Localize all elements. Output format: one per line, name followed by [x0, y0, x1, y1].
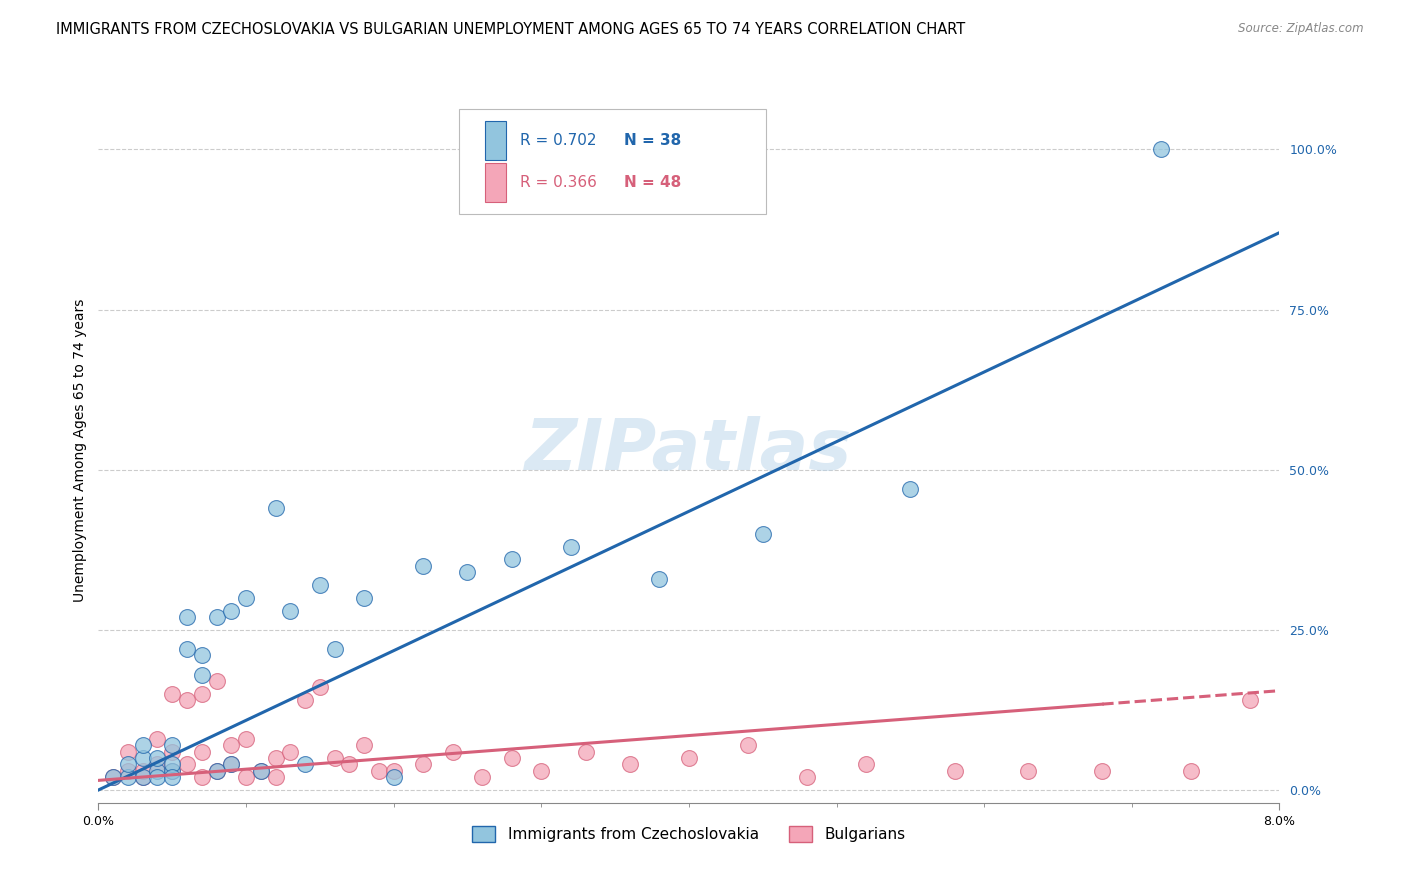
- Point: [221, 738, 243, 752]
- Point: [162, 764, 183, 778]
- Text: ZIPatlas: ZIPatlas: [526, 416, 852, 485]
- Text: Source: ZipAtlas.com: Source: ZipAtlas.com: [1239, 22, 1364, 36]
- Point: [353, 738, 375, 752]
- Point: [294, 693, 316, 707]
- Point: [1018, 764, 1040, 778]
- Point: [796, 770, 818, 784]
- Point: [280, 604, 302, 618]
- Point: [309, 681, 332, 695]
- Point: [501, 552, 523, 566]
- Point: [162, 757, 183, 772]
- Point: [323, 751, 346, 765]
- Point: [221, 757, 243, 772]
- Point: [132, 764, 155, 778]
- Point: [309, 578, 332, 592]
- Point: [146, 764, 169, 778]
- Point: [294, 757, 316, 772]
- Point: [132, 770, 155, 784]
- Point: [501, 751, 523, 765]
- Text: R = 0.702: R = 0.702: [520, 133, 596, 148]
- Point: [250, 764, 273, 778]
- Point: [943, 764, 966, 778]
- Point: [353, 591, 375, 605]
- Point: [191, 648, 214, 663]
- Point: [176, 693, 198, 707]
- Point: [191, 745, 214, 759]
- Point: [191, 687, 214, 701]
- Point: [382, 770, 405, 784]
- Point: [132, 738, 155, 752]
- FancyBboxPatch shape: [485, 121, 506, 160]
- Point: [264, 501, 287, 516]
- Point: [205, 764, 228, 778]
- Point: [235, 731, 257, 746]
- Point: [1150, 142, 1173, 156]
- Point: [619, 757, 641, 772]
- Point: [323, 642, 346, 657]
- Text: IMMIGRANTS FROM CZECHOSLOVAKIA VS BULGARIAN UNEMPLOYMENT AMONG AGES 65 TO 74 YEA: IMMIGRANTS FROM CZECHOSLOVAKIA VS BULGAR…: [56, 22, 966, 37]
- Point: [900, 482, 922, 496]
- Point: [162, 738, 183, 752]
- Point: [117, 757, 139, 772]
- Point: [471, 770, 494, 784]
- Point: [855, 757, 877, 772]
- Point: [176, 610, 198, 624]
- Point: [1091, 764, 1114, 778]
- Point: [117, 745, 139, 759]
- Text: N = 38: N = 38: [624, 133, 682, 148]
- Point: [205, 674, 228, 689]
- Y-axis label: Unemployment Among Ages 65 to 74 years: Unemployment Among Ages 65 to 74 years: [73, 299, 87, 602]
- Point: [205, 764, 228, 778]
- Point: [191, 667, 214, 681]
- Point: [1239, 693, 1261, 707]
- Point: [382, 764, 405, 778]
- Point: [339, 757, 361, 772]
- FancyBboxPatch shape: [485, 163, 506, 202]
- Point: [191, 770, 214, 784]
- Point: [103, 770, 125, 784]
- Point: [412, 757, 434, 772]
- Point: [457, 565, 479, 579]
- Point: [264, 770, 287, 784]
- Point: [235, 770, 257, 784]
- Point: [132, 770, 155, 784]
- Point: [132, 751, 155, 765]
- Point: [176, 642, 198, 657]
- Point: [221, 757, 243, 772]
- Point: [250, 764, 273, 778]
- Point: [146, 751, 169, 765]
- Point: [280, 745, 302, 759]
- Text: R = 0.366: R = 0.366: [520, 175, 598, 190]
- Point: [162, 687, 183, 701]
- Legend: Immigrants from Czechoslovakia, Bulgarians: Immigrants from Czechoslovakia, Bulgaria…: [467, 820, 911, 848]
- Point: [235, 591, 257, 605]
- Point: [117, 770, 139, 784]
- Point: [264, 751, 287, 765]
- Text: N = 48: N = 48: [624, 175, 682, 190]
- Point: [117, 764, 139, 778]
- Point: [205, 610, 228, 624]
- Point: [441, 745, 464, 759]
- Point: [221, 604, 243, 618]
- Point: [176, 757, 198, 772]
- Point: [162, 764, 183, 778]
- Point: [752, 526, 775, 541]
- Point: [737, 738, 759, 752]
- Point: [146, 757, 169, 772]
- Point: [678, 751, 700, 765]
- Point: [575, 745, 598, 759]
- FancyBboxPatch shape: [458, 109, 766, 214]
- Point: [146, 770, 169, 784]
- Point: [146, 731, 169, 746]
- Point: [368, 764, 391, 778]
- Point: [560, 540, 582, 554]
- Point: [103, 770, 125, 784]
- Point: [412, 558, 434, 573]
- Point: [530, 764, 553, 778]
- Point: [648, 572, 671, 586]
- Point: [1180, 764, 1202, 778]
- Point: [162, 745, 183, 759]
- Point: [162, 770, 183, 784]
